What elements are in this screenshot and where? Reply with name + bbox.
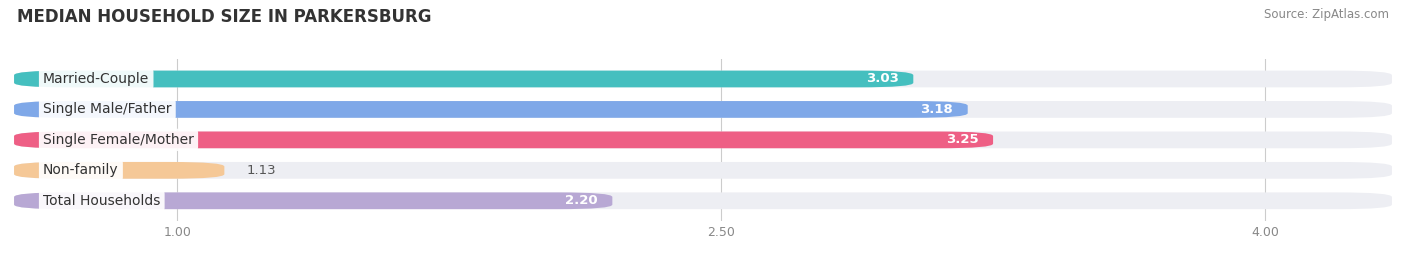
- Text: Married-Couple: Married-Couple: [44, 72, 149, 86]
- FancyBboxPatch shape: [14, 132, 993, 148]
- FancyBboxPatch shape: [14, 132, 1392, 148]
- Text: 3.03: 3.03: [866, 72, 898, 86]
- FancyBboxPatch shape: [14, 162, 225, 179]
- Text: Source: ZipAtlas.com: Source: ZipAtlas.com: [1264, 8, 1389, 21]
- Text: Total Households: Total Households: [44, 194, 160, 208]
- Text: 1.13: 1.13: [246, 164, 276, 177]
- FancyBboxPatch shape: [14, 101, 967, 118]
- Text: 3.25: 3.25: [946, 133, 979, 146]
- FancyBboxPatch shape: [14, 162, 1392, 179]
- FancyBboxPatch shape: [14, 192, 613, 209]
- FancyBboxPatch shape: [14, 192, 1392, 209]
- FancyBboxPatch shape: [14, 70, 1392, 87]
- Text: Single Male/Father: Single Male/Father: [44, 102, 172, 116]
- FancyBboxPatch shape: [14, 101, 1392, 118]
- Text: 2.20: 2.20: [565, 194, 598, 207]
- Text: MEDIAN HOUSEHOLD SIZE IN PARKERSBURG: MEDIAN HOUSEHOLD SIZE IN PARKERSBURG: [17, 8, 432, 26]
- Text: Non-family: Non-family: [44, 163, 118, 177]
- Text: 3.18: 3.18: [921, 103, 953, 116]
- Text: Single Female/Mother: Single Female/Mother: [44, 133, 194, 147]
- FancyBboxPatch shape: [14, 70, 914, 87]
